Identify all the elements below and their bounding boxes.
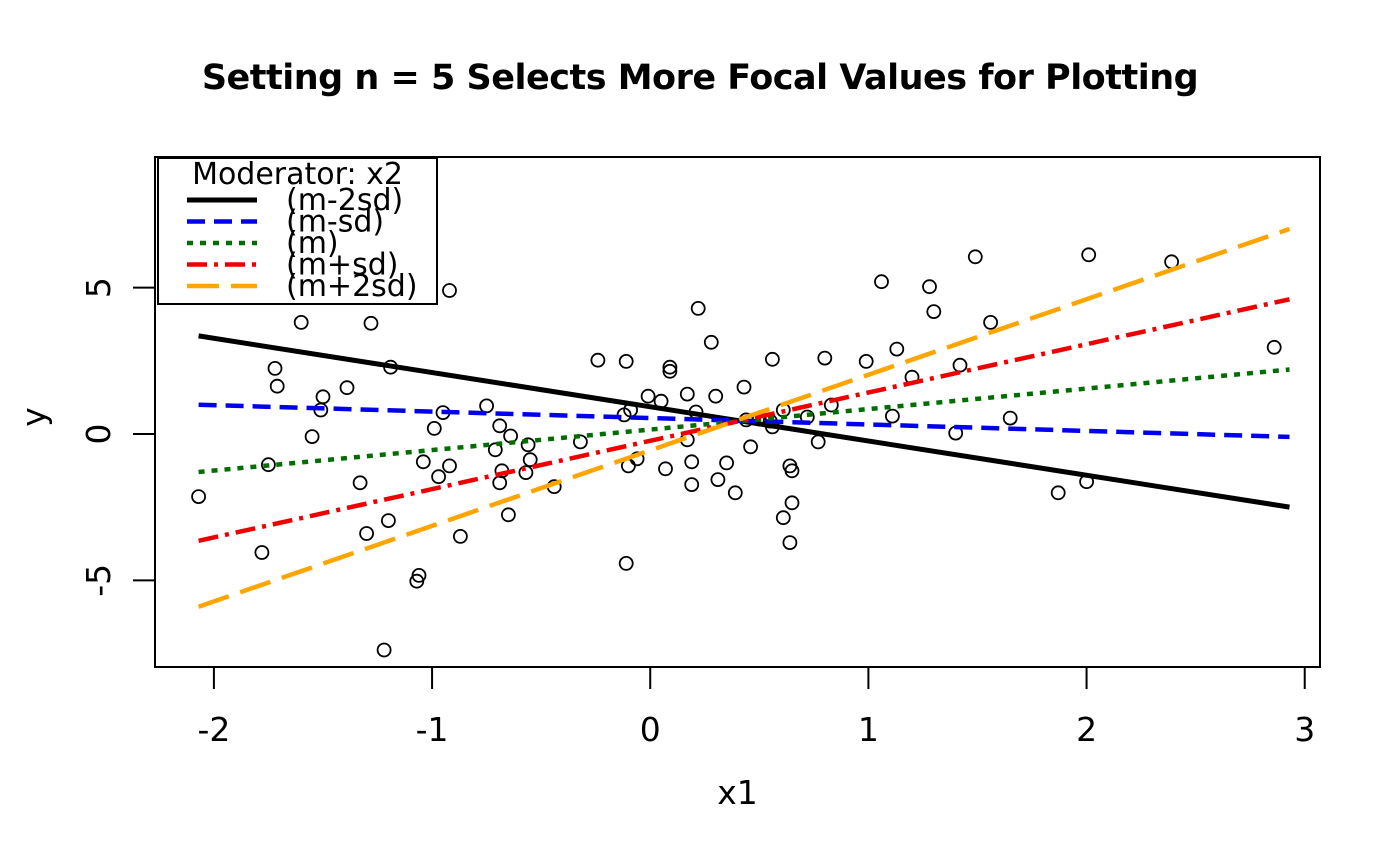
scatter-point [810,434,826,450]
legend-label-m+2sd: (m+2sd) [286,269,418,304]
scatter-point [500,507,516,523]
scatter-point [492,475,508,491]
scatter-point [679,386,695,402]
legend-title: Moderator: x2 [192,157,403,192]
scatter-point [1266,339,1282,355]
scatter-point [590,352,606,368]
scatter-point [573,434,588,450]
scatter-point [415,454,431,470]
scatter-point [267,360,283,376]
scatter-point [352,475,368,491]
scatter-point [339,380,355,396]
scatter-point [452,529,468,544]
scatter-point [518,465,534,481]
scatter-point [926,304,942,320]
scatter-point [409,573,425,589]
scatter-point [784,463,800,479]
y-axis: -5 0 5 y [14,277,155,597]
scatter-point [359,526,375,541]
y-tick-label: -5 [79,564,118,597]
regression-line-m [198,367,1290,475]
scatter-point [487,442,503,458]
y-tick-label: 5 [79,277,118,298]
scatter-point [269,378,285,394]
scatter-point [684,454,700,470]
scatter-point [710,472,726,488]
scatter-point [719,455,734,471]
y-tick-label: 0 [79,423,118,444]
legend-box [157,157,438,305]
x-tick-label: 1 [858,710,879,749]
scatter-point [817,350,833,366]
legend-label-m-sd: (m-sd) [286,205,384,240]
scatter-point [736,379,752,395]
legend-label-m+sd: (m+sd) [286,248,398,283]
scatter-point [442,283,457,298]
plot-border [154,156,1321,668]
scatter-point [492,418,508,434]
scatter-point [708,388,724,404]
x-axis-title: x1 [717,773,758,812]
scatter-point [522,452,538,468]
scatter-point [889,341,905,357]
regression-lines [197,226,1291,609]
chart-title: Setting n = 5 Selects More Focal Values … [201,58,1199,98]
scatter-point [743,439,758,455]
scatter-point [254,545,270,560]
scatter-point [376,642,392,658]
scatter-point [765,351,780,367]
x-tick-label: 0 [640,710,661,749]
scatter-point [684,477,700,493]
scatter-point [1081,247,1097,263]
y-axis-title: y [14,407,53,427]
legend-label-m-2sd: (m-2sd) [286,183,403,218]
scatter-point [662,359,678,375]
scatter-point [703,334,719,350]
scatter-point [191,489,207,505]
scatter-point [727,485,743,501]
scatter-point [983,314,998,330]
scatter-point [426,420,442,436]
x-tick-label: -2 [197,710,230,749]
scatter-point [1002,410,1018,426]
regression-line-m+sd [198,297,1290,543]
x-tick-label: -1 [416,710,449,749]
scatter-point [260,457,276,473]
scatter-point [363,315,379,331]
scatter-point [618,556,634,571]
scatter-point [658,461,673,477]
scatter-point [662,363,678,379]
scatter-point [775,510,791,526]
scatter-point [380,513,396,528]
scatter-point [1050,485,1066,501]
scatter-point [520,437,536,453]
x-tick-label: 2 [1076,710,1097,749]
scatter-point [293,314,309,330]
scatter-point [784,495,800,511]
scatter-points [191,247,1282,658]
regression-line-m+2sd [197,226,1291,609]
scatter-point [690,300,706,316]
scatter-point [967,249,983,265]
scatter-point [885,408,900,424]
scatter-point [640,388,656,404]
scatter-point [618,353,634,369]
scatter-point [479,398,495,414]
scatter-point [431,469,447,485]
scatter-point [304,429,320,445]
scatter-point [952,357,968,373]
x-tick-label: 3 [1294,710,1315,749]
scatter-point [782,535,798,550]
legend: Moderator: x2(m-2sd)(m-sd)(m)(m+sd)(m+2s… [157,157,438,305]
scatter-point [922,279,937,295]
x-axis: -2 -1 0 1 2 3 x1 [197,667,1315,812]
scatter-point [874,274,889,290]
scatter-point [858,353,874,369]
scatter-point [315,389,331,405]
scatter-point [442,458,457,474]
legend-label-m: (m) [286,226,339,261]
